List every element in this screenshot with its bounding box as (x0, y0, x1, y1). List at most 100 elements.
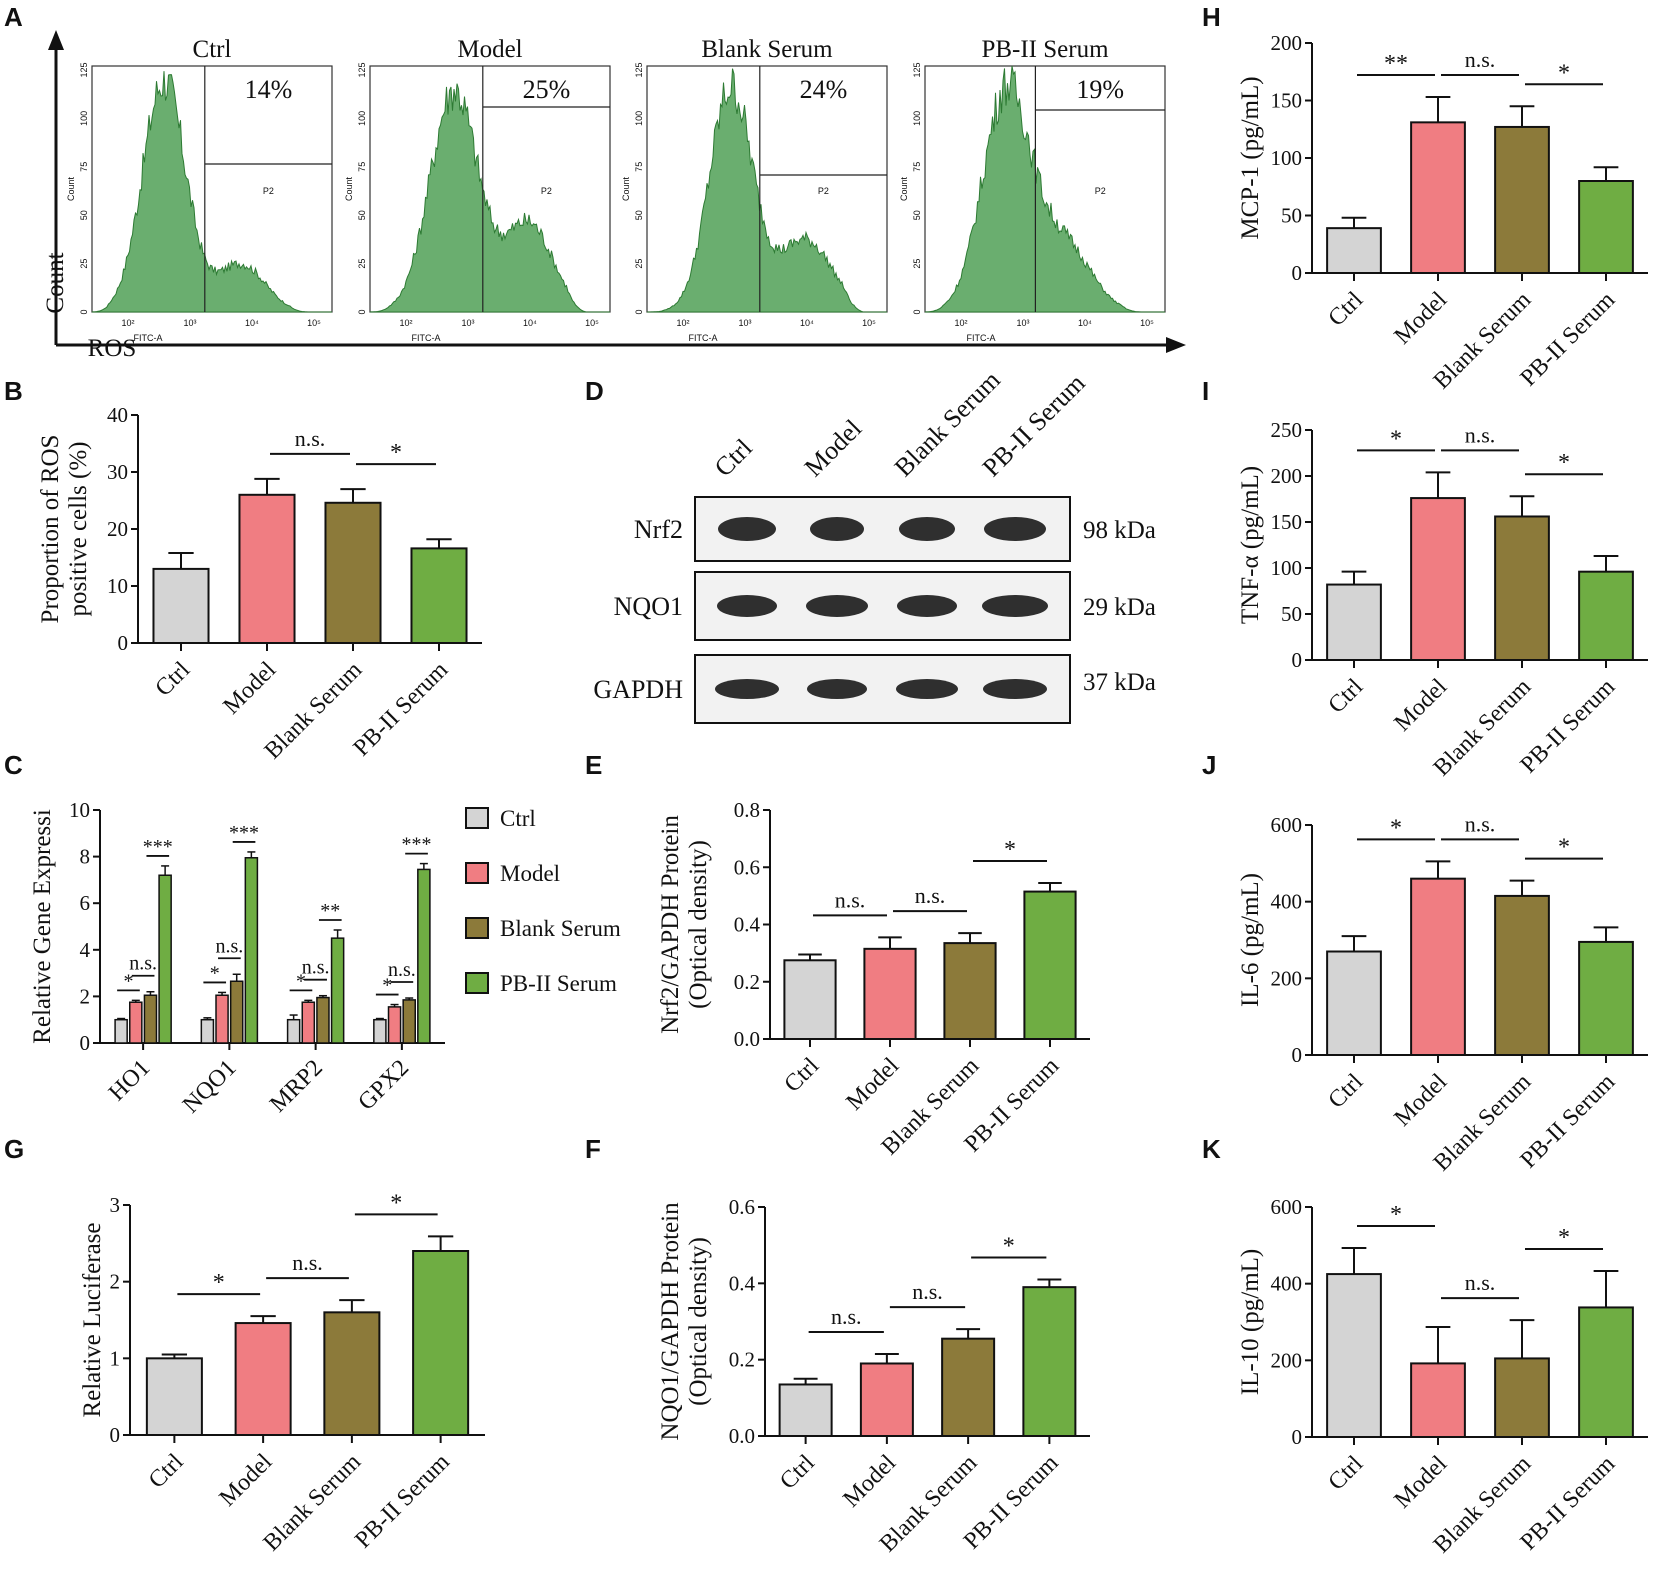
significance-label: *** (143, 836, 173, 858)
bar (943, 942, 997, 1041)
y-tick-label: 20 (107, 517, 128, 541)
bar (402, 999, 416, 1044)
legend-swatch (465, 862, 489, 884)
significance-label: * (390, 440, 402, 466)
significance-label: *** (229, 822, 259, 844)
y-tick-label: 2 (110, 1270, 121, 1294)
significance-label: * (390, 1190, 402, 1216)
significance-label: n.s. (129, 953, 157, 975)
x-tick-label: MRP2 (265, 1055, 328, 1118)
y-axis-label: Proportion of ROS (37, 435, 64, 624)
bar (859, 1362, 914, 1437)
panel-label-j: J (1202, 750, 1216, 780)
y-axis-label: NQO1/GAPDH Protein (657, 1202, 684, 1441)
blot-band (806, 595, 868, 617)
y-tick-label: 0.4 (734, 913, 761, 937)
blot-band (717, 595, 777, 617)
flow-y-tick: 50 (634, 210, 644, 220)
y-tick-label: 0 (1292, 1425, 1303, 1449)
bar (1326, 227, 1382, 274)
flow-y-tick: 50 (79, 210, 89, 220)
blot-band (715, 679, 779, 699)
y-tick-label: 30 (107, 460, 128, 484)
flow-y-tick: 0 (634, 309, 644, 314)
flow-x-tick: 10² (399, 318, 412, 328)
significance-label: * (1558, 60, 1570, 86)
y-tick-label: 600 (1271, 813, 1303, 837)
bar (1494, 125, 1550, 274)
flow-histogram (924, 65, 1165, 313)
flow-cytometry-panel: Count ROS Ctrl 14% P2 Count FITC-A 125 100 75 50 25… (42, 30, 1186, 362)
flow-plot-title: PB-II Serum (981, 36, 1109, 63)
y-tick-label: 40 (107, 403, 128, 427)
flow-y-tick: 50 (357, 210, 367, 220)
bar (1494, 894, 1550, 1057)
significance-label: n.s. (1465, 47, 1496, 72)
x-tick-label: Ctrl (1323, 674, 1368, 719)
protein-size: 98 kDa (1083, 517, 1156, 544)
bar (323, 1311, 381, 1437)
x-tick-label: Ctrl (779, 1053, 824, 1098)
flow-y-tick: 25 (357, 259, 367, 269)
flow-x-tick: 10³ (738, 318, 751, 328)
y-tick-label: 8 (80, 845, 91, 869)
flow-y-label: Count (66, 177, 76, 202)
y-tick-label: 250 (1271, 418, 1303, 442)
significance-label: * (1003, 1234, 1015, 1260)
bar (324, 501, 382, 644)
bar (1410, 121, 1466, 274)
bar (373, 1018, 387, 1044)
y-tick-label: 0 (80, 1031, 91, 1055)
significance-label: * (210, 962, 220, 984)
blot-band (982, 595, 1048, 617)
y-tick-label: 0 (118, 631, 129, 655)
bar (1410, 497, 1466, 661)
significance-label: ** (320, 900, 340, 922)
y-tick-label: 400 (1271, 890, 1303, 914)
bar (129, 1001, 143, 1044)
y-tick-label: 3 (110, 1193, 121, 1217)
protein-label: GAPDH (593, 675, 683, 704)
panel-label-e: E (585, 750, 602, 780)
y-tick-label: 0.6 (729, 1195, 755, 1219)
flow-plot: PB-II Serum 19% P2 Count FITC-A 125 100 75 50 25 0… (899, 36, 1166, 343)
blot-band (807, 679, 867, 699)
bar (778, 1383, 833, 1437)
blot-band (897, 595, 957, 617)
x-tick-label: GPX2 (353, 1055, 414, 1116)
bar (316, 996, 330, 1044)
arrow-head-up (48, 30, 64, 50)
flow-x-label: FITC-A (412, 333, 441, 343)
y-tick-label: 50 (1281, 602, 1302, 626)
panel-label-d: D (585, 376, 604, 406)
flow-y-tick: 100 (634, 111, 644, 126)
flow-y-tick: 75 (357, 162, 367, 172)
lane-label: Ctrl (709, 433, 758, 482)
panel-label-c: C (4, 750, 23, 780)
bar (1023, 890, 1077, 1040)
flow-y-tick: 125 (357, 62, 367, 77)
y-tick-label: 100 (1271, 146, 1303, 170)
legend-label: Model (500, 861, 560, 886)
significance-label: n.s. (831, 1304, 862, 1329)
flow-y-tick: 25 (912, 259, 922, 269)
panel-label-h: H (1202, 2, 1221, 32)
flow-x-tick: 10³ (1016, 318, 1029, 328)
bar (412, 1250, 470, 1436)
gate-percent: 25% (523, 75, 571, 104)
bar (238, 493, 296, 644)
flow-x-label: FITC-A (967, 333, 996, 343)
flow-histogram (647, 68, 887, 313)
significance-label: * (296, 970, 306, 992)
bar (1578, 180, 1634, 274)
bar (941, 1337, 996, 1438)
flow-y-tick: 50 (912, 210, 922, 220)
y-axis-label: Relative Luciferase (79, 1222, 106, 1417)
gate-percent: 19% (1076, 75, 1124, 104)
significance-label: * (1390, 815, 1402, 841)
protein-size: 37 kDa (1083, 669, 1156, 696)
x-tick-label: Model (838, 1450, 901, 1513)
significance-label: n.s. (302, 957, 330, 979)
